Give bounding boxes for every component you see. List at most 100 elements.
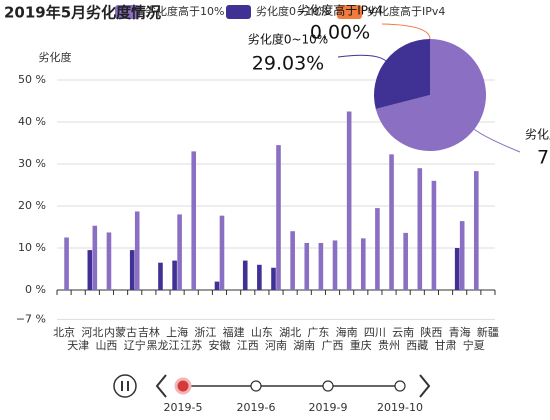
bar: [191, 151, 197, 290]
x-tick-label: 黑龙江: [146, 339, 179, 352]
bar: [332, 240, 338, 290]
bar: [474, 171, 479, 290]
bar: [304, 242, 310, 290]
bar: [290, 231, 295, 290]
prev-arrow[interactable]: [155, 374, 167, 398]
pie-label: 劣化度高于10%: [525, 127, 550, 142]
x-tick-label: 上海: [166, 325, 188, 339]
label-line: [473, 128, 521, 153]
next-arrow[interactable]: [419, 374, 431, 398]
bar: [346, 111, 352, 290]
bar: [219, 215, 225, 290]
bar: [158, 262, 163, 290]
pie-slice: [375, 39, 487, 151]
y-tick-label: 10 %: [18, 241, 46, 254]
timeline-label: 2019-5: [164, 401, 203, 414]
bar: [431, 180, 437, 290]
pie-slice: [374, 39, 430, 110]
x-tick-label: 辽宁: [124, 338, 146, 352]
x-tick-label: 河北: [81, 326, 103, 339]
x-tick-label: 广东: [307, 326, 329, 339]
x-tick-label: 山东: [251, 326, 273, 339]
x-tick-label: 陕西: [420, 325, 442, 339]
play-button[interactable]: [113, 374, 137, 398]
bar: [271, 267, 276, 290]
y-tick-label: 40 %: [18, 115, 46, 128]
x-tick-label: 湖北: [279, 326, 301, 339]
x-tick-label: 安徽: [208, 338, 230, 352]
pie-value-label: 70.97%: [537, 147, 550, 169]
x-tick-label: 海南: [336, 325, 358, 339]
x-tick-label: 江苏: [180, 339, 202, 352]
bar: [459, 221, 465, 290]
x-tick-label: 贵州: [378, 339, 400, 352]
x-tick-label: 内蒙古: [104, 325, 137, 339]
bar: [214, 281, 220, 290]
bar: [92, 225, 98, 290]
bar: [87, 250, 93, 290]
bar: [106, 232, 112, 290]
bar: [360, 238, 366, 290]
x-tick-label: 广西: [322, 339, 344, 352]
bar: [403, 232, 408, 290]
label-line: [337, 54, 387, 62]
x-tick-label: 宁夏: [463, 338, 485, 352]
bar: [64, 237, 69, 290]
pie-value-label: 0.00%: [310, 22, 370, 44]
timeline-dot[interactable]: [394, 380, 406, 392]
label-line: [381, 23, 431, 40]
bar: [389, 154, 394, 290]
timeline-label: 2019-6: [237, 401, 276, 414]
y-tick-label: 0 %: [25, 283, 46, 296]
y-axis-label: 劣化度: [39, 50, 72, 64]
legend-label: 劣化度0~10%: [256, 4, 330, 18]
x-tick-label: 吉林: [138, 325, 160, 339]
x-tick-label: 河南: [265, 339, 287, 352]
bar: [276, 145, 281, 290]
bar: [318, 242, 324, 290]
x-tick-label: 福建: [223, 325, 245, 339]
timeline-label: 2019-10: [377, 401, 423, 414]
legend-label: 劣化度高于IPv4: [367, 4, 445, 18]
y-tick-label: 20 %: [18, 199, 46, 212]
legend-label: 劣化度高于10%: [145, 4, 224, 18]
bar: [172, 260, 177, 290]
y-tick-label: −7 %: [16, 312, 46, 325]
bar: [134, 211, 140, 290]
bar: [129, 250, 135, 290]
x-tick-label: 湖南: [293, 339, 315, 352]
x-tick-label: 浙江: [194, 326, 216, 339]
bar: [242, 260, 248, 290]
bar: [177, 214, 182, 290]
x-tick-label: 重庆: [350, 338, 372, 352]
x-tick-label: 西藏: [406, 339, 428, 352]
x-tick-label: 甘肃: [435, 339, 457, 352]
legend-swatch: [337, 5, 362, 19]
pause-icon[interactable]: [121, 381, 129, 391]
x-tick-label: 青海: [449, 325, 471, 339]
bar: [454, 248, 460, 290]
x-tick-label: 山西: [95, 339, 117, 352]
timeline-dot[interactable]: [250, 380, 262, 392]
bar: [257, 264, 262, 290]
pie-value-label: 29.03%: [252, 53, 324, 75]
x-tick-label: 云南: [392, 326, 414, 339]
legend-swatch: [226, 5, 251, 19]
bar: [417, 168, 423, 290]
timeline-dot[interactable]: [322, 380, 334, 392]
legend-swatch: [115, 5, 140, 19]
x-tick-label: 新疆: [477, 325, 499, 339]
x-tick-label: 四川: [364, 326, 386, 339]
x-tick-label: 江西: [237, 339, 259, 352]
y-tick-label: 50 %: [18, 73, 46, 86]
x-tick-label: 北京: [53, 325, 75, 339]
pie-label: 劣化度0~10%: [248, 32, 328, 47]
pie-label: 劣化度高于IPv4: [297, 3, 383, 18]
timeline-label: 2019-9: [309, 401, 348, 414]
timeline-dot[interactable]: [174, 377, 192, 395]
x-tick-label: 天津: [67, 339, 89, 352]
y-tick-label: 30 %: [18, 157, 46, 170]
title: 2019年5月劣化度情况: [4, 4, 161, 22]
